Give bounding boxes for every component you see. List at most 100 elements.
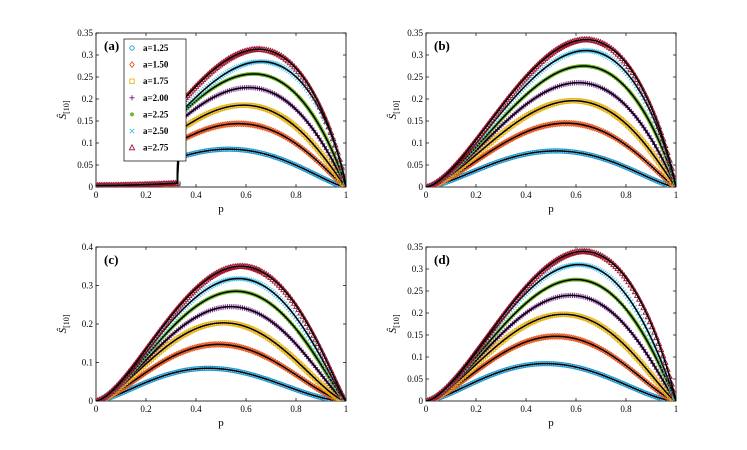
data-marker [515,81,523,88]
data-marker [640,87,647,94]
y-tick-label: 0.25 [407,72,423,82]
data-marker [450,376,457,383]
data-marker [297,308,305,316]
data-marker [177,301,184,308]
data-marker [565,119,571,127]
legend-marker-icon [129,45,135,51]
series-a=2.25 [96,71,346,187]
legend-marker-icon [129,95,135,101]
data-marker [519,287,526,294]
data-marker [116,378,124,386]
series-a=1.50 [96,340,346,401]
y-axis-subscript: [10] [62,100,71,114]
data-marker [631,287,639,295]
x-tick-label: 0.8 [290,404,302,414]
panel-label: (a) [104,38,119,53]
data-marker [344,183,346,187]
legend-marker-icon [129,61,135,69]
x-tick-label: 1 [344,190,349,200]
data-marker [118,376,126,384]
data-marker [312,375,318,381]
data-marker [221,341,227,349]
x-axis-label: p [218,203,224,215]
data-marker [313,377,319,383]
panel-b: 0 0.2 0.4 0.6 0.8 1 0 0.05 0.1 0.15 0.2 0.25 0.3 0.35… [387,28,679,215]
data-marker [240,120,247,128]
plot-frame [425,246,677,402]
data-marker [572,120,578,128]
data-marker [613,335,620,341]
data-marker [319,382,326,389]
data-marker [625,277,632,285]
data-marker [567,119,573,127]
data-marker [612,333,618,339]
data-marker [115,380,122,388]
data-marker [621,119,628,126]
x-tick-label: 0 [424,404,429,414]
y-tick-label: 0 [419,396,424,406]
y-axis-symbol: Ŝ [57,113,69,119]
x-tick-label: 0.8 [620,404,632,414]
data-marker [629,127,635,133]
data-marker [636,79,643,86]
data-marker [621,342,628,348]
x-tick-label: 0.4 [190,190,202,200]
data-marker [451,161,459,168]
x-tick-label: 0.2 [140,404,151,414]
data-marker [304,368,310,374]
data-marker [624,122,631,128]
data-marker [217,340,224,348]
x-tick-label: 1 [674,190,679,200]
y-tick-label: 0.05 [77,160,93,170]
data-marker [316,343,324,351]
data-marker [244,120,250,128]
data-marker [448,378,456,385]
y-tick-label: 0.1 [412,352,423,362]
data-marker [640,303,647,311]
data-marker [297,70,305,77]
legend-marker-icon [129,78,135,84]
y-tick-label: 0.35 [407,242,423,252]
data-marker [299,312,307,319]
data-marker [570,120,577,128]
data-marker [632,353,639,359]
data-marker [180,297,188,304]
data-marker [631,128,637,135]
theory-line [426,100,676,187]
data-marker [325,361,333,369]
data-marker [305,369,312,375]
data-marker [568,119,575,127]
data-marker [629,350,635,356]
data-marker [334,380,341,387]
data-marker [301,315,309,323]
y-tick-label: 0.4 [82,242,94,252]
data-marker [318,381,324,387]
data-marker [632,130,639,136]
data-marker [291,356,298,362]
panel-d: 0 0.2 0.4 0.6 0.8 1 0 0.05 0.1 0.15 0.2 0.25 0.3 0.35… [387,242,678,429]
data-marker [426,184,429,187]
data-marker [616,266,624,274]
data-marker [517,289,525,296]
data-marker [321,352,328,360]
data-marker [96,398,99,401]
data-marker [219,340,226,349]
data-marker [291,123,298,129]
y-tick-label: 0 [89,182,94,192]
data-marker [310,89,317,97]
data-marker [633,291,641,298]
data-marker [307,371,313,377]
data-marker [296,127,302,133]
data-marker [223,341,229,349]
data-marker [638,83,645,90]
y-tick-label: 0.2 [82,319,93,329]
x-tick-label: 0.6 [570,190,582,200]
data-marker [673,398,676,401]
data-marker [633,75,641,82]
data-marker [329,371,337,378]
data-marker [455,157,463,164]
data-marker [519,77,526,84]
data-marker [284,290,292,298]
legend-entry: a=1.25 [129,43,169,53]
data-marker [624,345,631,351]
